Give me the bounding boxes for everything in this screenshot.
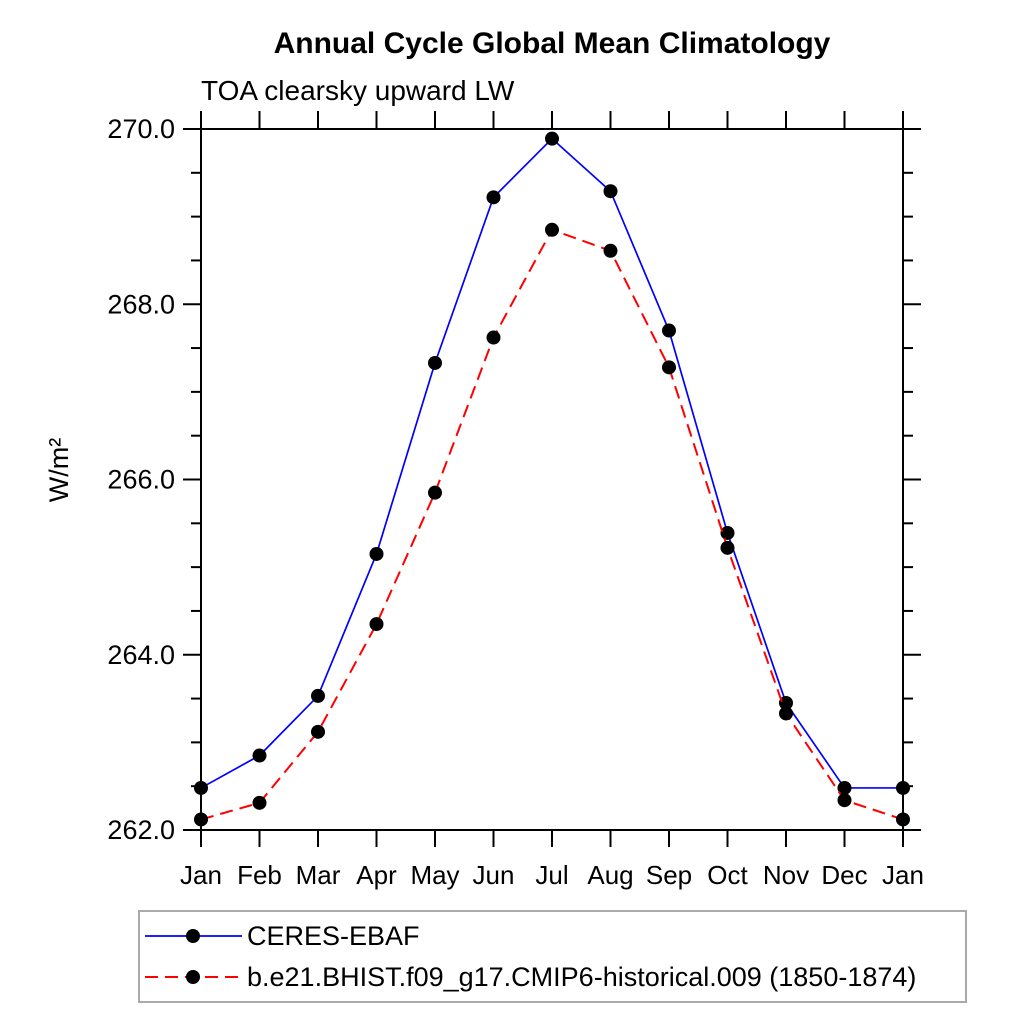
x-tick-label: Oct: [707, 860, 748, 890]
x-tick-label: Aug: [587, 860, 633, 890]
x-tick-label: May: [410, 860, 459, 890]
legend-border: [138, 910, 967, 1003]
data-point-marker-s1-apr3: [369, 617, 384, 632]
data-point-marker-s1-oct9: [720, 540, 735, 555]
y-tick-label: 268.0: [107, 289, 175, 319]
data-point-marker-s1-mar2: [311, 724, 325, 739]
series-line-1: [200, 228, 904, 821]
data-point-marker-s1-jan0: [194, 812, 208, 827]
data-point-marker-s1-jun5: [486, 330, 501, 345]
legend-label-ceres-ebaf: CERES-EBAF: [247, 921, 420, 951]
data-point-marker-s0-jun5: [486, 190, 501, 205]
x-tick-label: Jul: [535, 860, 568, 890]
legend-marker-sample-1: [186, 970, 200, 984]
data-point-marker-s0-dec11: [837, 780, 852, 795]
legend-marker-sample-0: [186, 929, 200, 943]
data-point-marker-s0-sep8: [662, 323, 676, 338]
plot-area: Jan Feb Mar Apr May Jun Jul Aug Sep Oct Nov Dec Jan2…: [107, 111, 924, 890]
y-tick-label: 264.0: [107, 640, 175, 670]
data-point-marker-s0-nov10: [779, 695, 793, 710]
data-point-marker-s0-feb1: [252, 748, 267, 763]
data-point-marker-s0-oct9: [720, 525, 735, 540]
x-tick-label: Dec: [821, 860, 867, 890]
data-point-marker-s0-may4: [428, 355, 442, 370]
x-tick-label: Jan: [180, 860, 222, 890]
x-tick-label: Sep: [646, 860, 692, 890]
chart-subtitle: TOA clearsky upward LW: [201, 75, 515, 106]
y-axis-label: W/m²: [44, 438, 74, 502]
legend-box: CERES-EBAF b.e21.BHIST.f09_g17.CMIP6-his…: [138, 910, 967, 1003]
data-point-marker-s0-apr3: [369, 546, 384, 561]
data-point-marker-s1-jan12: [896, 812, 910, 827]
y-tick-label: 266.0: [107, 465, 175, 495]
data-point-marker-s0-jan0: [194, 780, 208, 795]
data-point-marker-s0-mar2: [311, 688, 325, 703]
data-point-marker-s1-may4: [428, 485, 442, 500]
y-tick-label: 262.0: [107, 815, 175, 845]
data-point-marker-s0-aug7: [603, 184, 618, 199]
data-point-marker-s1-sep8: [662, 360, 676, 375]
x-tick-label: Mar: [296, 860, 341, 890]
legend-label-model-run: b.e21.BHIST.f09_g17.CMIP6-historical.009…: [247, 962, 916, 992]
data-point-marker-s1-aug7: [603, 243, 618, 258]
data-point-marker-s1-nov10: [779, 706, 793, 721]
chart-title: Annual Cycle Global Mean Climatology: [274, 27, 831, 60]
data-point-marker-s0-jan12: [896, 780, 910, 795]
data-point-marker-s1-dec11: [837, 793, 852, 808]
data-point-marker-s1-jul6: [545, 222, 559, 237]
x-tick-label: Apr: [356, 860, 397, 890]
x-tick-label: Feb: [237, 860, 282, 890]
data-point-marker-s1-feb1: [252, 795, 267, 810]
x-tick-label: Jan: [882, 860, 924, 890]
legend-samples: [145, 929, 242, 984]
data-point-marker-s0-jul6: [545, 131, 559, 146]
y-tick-label: 270.0: [107, 114, 175, 144]
x-tick-label: Nov: [763, 860, 809, 890]
x-tick-label: Jun: [473, 860, 515, 890]
